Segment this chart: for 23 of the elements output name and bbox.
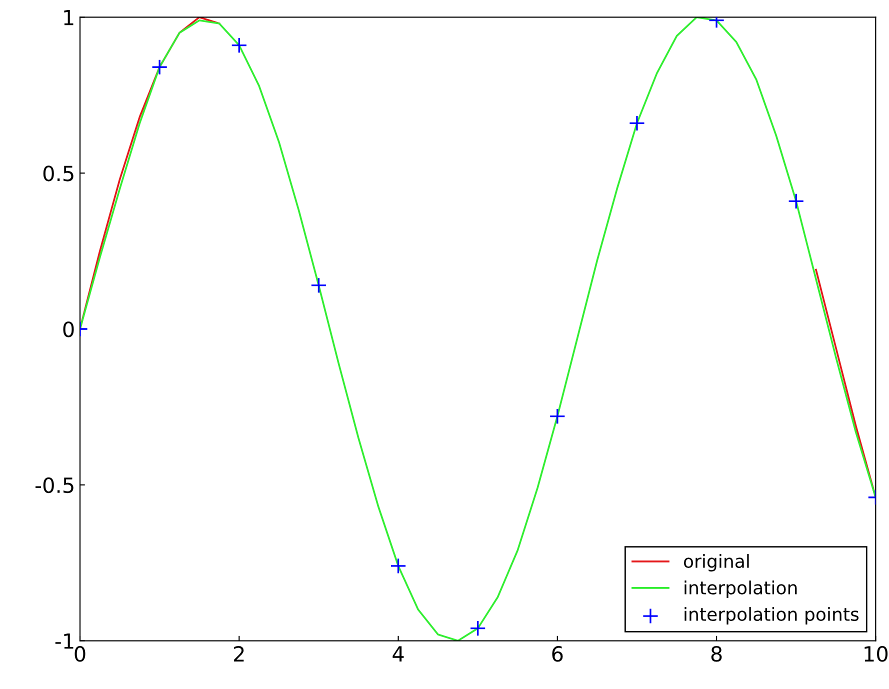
legend-label: interpolation: [684, 580, 797, 598]
x-tick-label: 10: [864, 646, 888, 662]
x-tick-label: 2: [234, 646, 244, 662]
y-tick-label: 1: [64, 10, 74, 26]
legend-label: original: [684, 554, 749, 572]
y-tick-label: 0: [63, 321, 74, 338]
point: [549, 408, 566, 424]
y-tick-label: -1: [55, 633, 74, 649]
y-tick-label: -0.5: [36, 477, 74, 494]
point: [390, 558, 406, 574]
point: [310, 277, 327, 294]
x-tick-label: 8: [711, 646, 722, 662]
legend-label: interpolation points: [684, 607, 859, 625]
line-series: [80, 17, 876, 641]
x-tick-label: 4: [392, 646, 404, 662]
point: [151, 58, 168, 76]
x-tick-label: 6: [552, 646, 563, 662]
point: [628, 115, 646, 132]
point: [788, 193, 804, 210]
point: [231, 37, 248, 54]
x-tick-label: 0: [74, 646, 86, 662]
point: [470, 620, 486, 636]
y-tick-label: 0.5: [43, 166, 74, 182]
